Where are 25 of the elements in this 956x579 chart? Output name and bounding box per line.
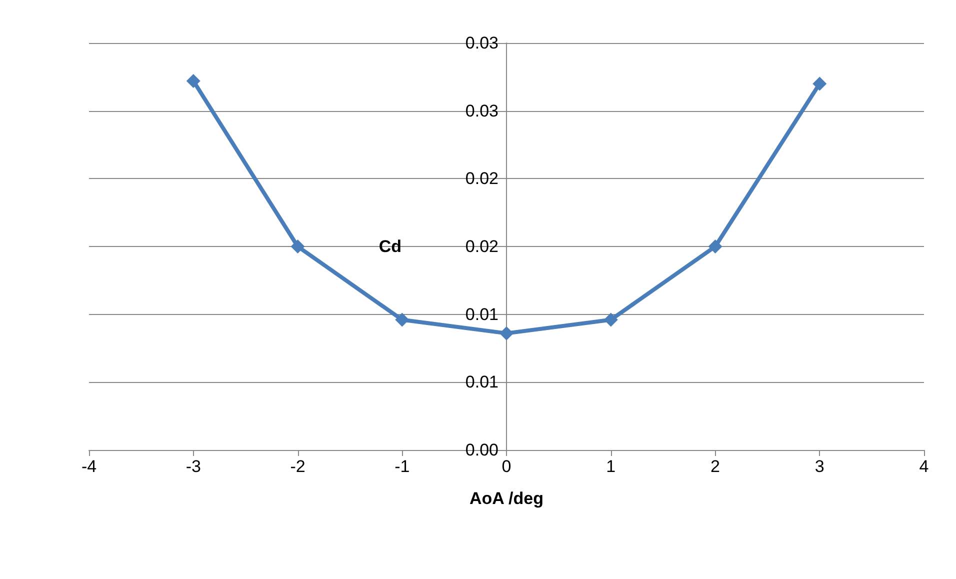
- x-tick-label: -1: [394, 457, 410, 476]
- x-tick-label: -2: [290, 457, 306, 476]
- point: [500, 326, 514, 340]
- y-tick-label: 0.01: [465, 304, 498, 324]
- y-tick-label: 0.02: [465, 169, 498, 188]
- x-tick-label: 1: [606, 457, 616, 476]
- point: [395, 312, 410, 327]
- point: [708, 240, 722, 254]
- point: [186, 74, 200, 88]
- y-tick-label: 0.02: [465, 237, 498, 256]
- x-tick-label: 4: [919, 457, 929, 476]
- x-tick-label: 2: [710, 457, 720, 476]
- point: [290, 240, 305, 254]
- x-tick-label: 3: [814, 457, 824, 476]
- x-tick-label: -3: [186, 457, 201, 476]
- x-axis-title: AoA /deg: [470, 489, 544, 508]
- y-tick-label: 0.00: [465, 440, 498, 460]
- x-tick-label: 0: [502, 457, 512, 476]
- y-tick-label: 0.03: [465, 34, 498, 52]
- point: [812, 76, 827, 91]
- y-tick-label: 0.01: [465, 372, 498, 392]
- point: [604, 312, 618, 327]
- x-tick-label: -4: [81, 457, 97, 476]
- y-axis-title: Cd: [378, 237, 402, 256]
- y-tick-label: 0.03: [465, 101, 498, 120]
